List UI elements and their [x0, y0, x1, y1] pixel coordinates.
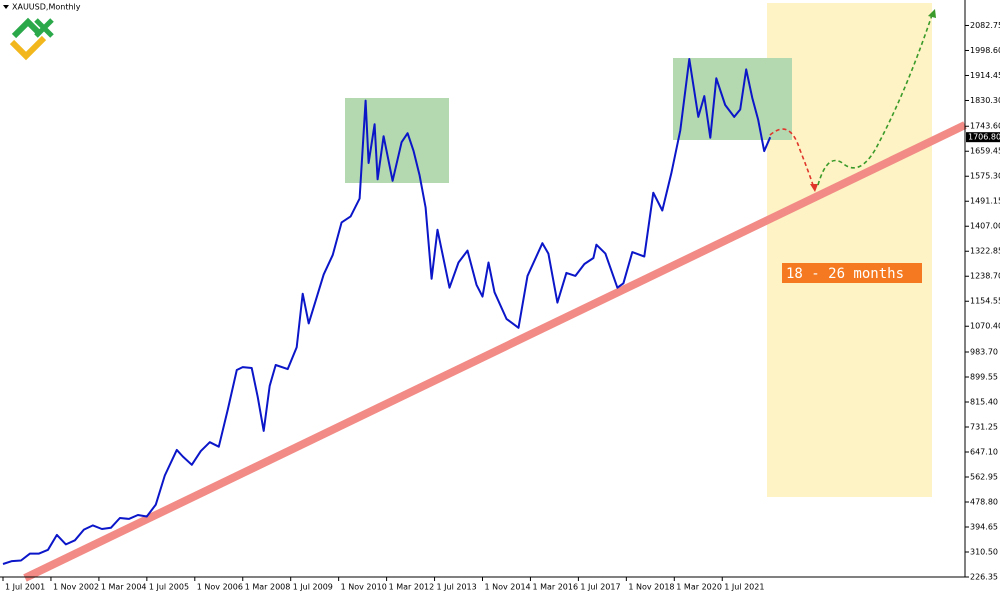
x-tick-label: 1 Jul 2021 [724, 583, 764, 592]
y-tick-label: 1322.85 [970, 247, 1000, 256]
x-tick-label: 1 Mar 2012 [389, 583, 435, 592]
y-tick-label: 1575.30 [970, 172, 1000, 181]
logo [9, 17, 54, 61]
logo-part [34, 18, 54, 38]
y-tick-label: 983.70 [970, 347, 998, 356]
chart-title: XAUUSD,Monthly [12, 3, 81, 12]
current-price-box [966, 132, 1000, 143]
y-tick-label: 1238.70 [970, 272, 1000, 281]
y-tick-label: 478.80 [970, 497, 998, 506]
y-tick-label: 1659.45 [970, 147, 1000, 156]
x-tick-label: 1 Jul 2001 [5, 583, 45, 592]
arrow-head [928, 9, 936, 18]
x-tick-label: 1 Nov 2006 [197, 583, 243, 592]
y-tick-label: 1407.00 [970, 222, 1000, 231]
x-tick-label: 1 Mar 2004 [101, 583, 147, 592]
y-tick-label: 394.65 [970, 523, 998, 532]
y-tick-label: 1830.30 [970, 96, 1000, 105]
x-tick-label: 1 Mar 2020 [676, 583, 722, 592]
x-tick-label: 1 Nov 2010 [341, 583, 387, 592]
x-tick-label: 1 Mar 2016 [532, 583, 578, 592]
plot-area [2, 58, 772, 565]
y-tick-label: 2082.75 [970, 21, 1000, 30]
trend-line [23, 121, 967, 582]
y-tick-label: 731.25 [970, 422, 998, 431]
forecast-arrow-up [817, 14, 933, 186]
y-tick-label: 815.40 [970, 397, 998, 406]
y-tick-label: 1070.40 [970, 322, 1000, 331]
x-tick-label: 1 Jul 2009 [293, 583, 333, 592]
price-line [2, 58, 772, 565]
y-tick-label: 1491.15 [970, 197, 1000, 206]
arrow-head [810, 184, 818, 192]
forecast-arrow-down [769, 128, 815, 189]
y-tick-label: 310.50 [970, 548, 998, 557]
y-tick-label: 1998.60 [970, 46, 1000, 55]
y-tick-label: 1743.60 [970, 122, 1000, 131]
x-tick-label: 1 Mar 2008 [245, 583, 291, 592]
annotation-box [782, 263, 922, 283]
x-tick-label: 1 Jul 2013 [437, 583, 477, 592]
menu-arrow [3, 5, 9, 9]
y-tick-label: 1914.45 [970, 71, 1000, 80]
x-tick-label: 1 Jul 2017 [580, 583, 620, 592]
logo-part [11, 17, 43, 39]
consolidation-box [673, 58, 792, 140]
y-tick-label: 899.55 [970, 372, 998, 381]
y-tick-label: 562.95 [970, 472, 998, 481]
x-tick-label: 1 Nov 2014 [485, 583, 531, 592]
y-tick-label: 647.10 [970, 447, 998, 456]
annotation: 18 - 26 months [786, 266, 904, 282]
x-tick-label: 1 Nov 2002 [53, 583, 99, 592]
forecast-zone [767, 3, 932, 497]
y-tick-label: 1154.55 [970, 297, 1000, 306]
logo-part [9, 35, 47, 61]
current-price-label: 1706.80 [968, 133, 1000, 142]
x-tick-label: 1 Jul 2005 [149, 583, 189, 592]
y-tick-label: 226.35 [970, 573, 998, 582]
x-tick-label: 1 Nov 2018 [628, 583, 674, 592]
